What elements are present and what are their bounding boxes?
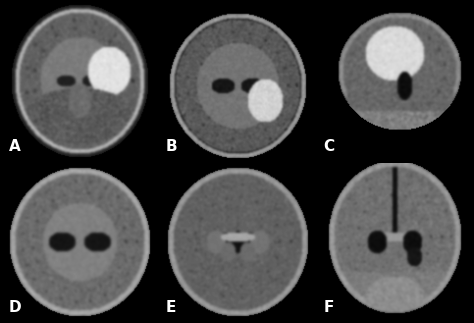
Text: C: C [323, 139, 335, 153]
Text: E: E [166, 300, 176, 315]
Text: B: B [166, 139, 178, 153]
Text: D: D [9, 300, 21, 315]
Text: F: F [323, 300, 334, 315]
Text: A: A [9, 139, 20, 153]
